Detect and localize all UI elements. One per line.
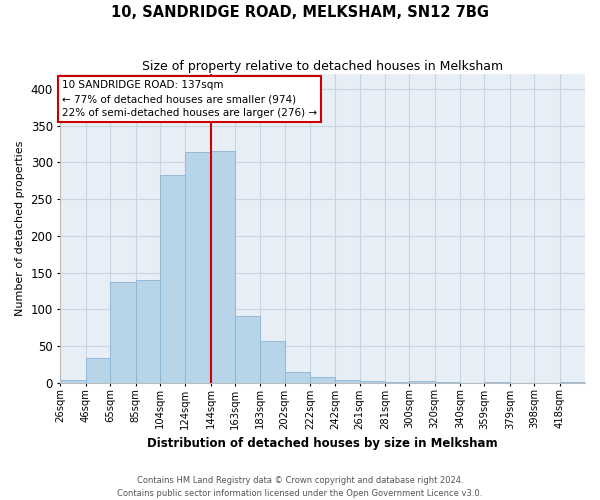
Bar [61, 380, 86, 382]
Text: 10, SANDRIDGE ROAD, MELKSHAM, SN12 7BG: 10, SANDRIDGE ROAD, MELKSHAM, SN12 7BG [111, 5, 489, 20]
Y-axis label: Number of detached properties: Number of detached properties [15, 141, 25, 316]
Bar [211, 152, 235, 382]
Bar [185, 152, 211, 382]
Bar [235, 316, 260, 382]
Bar [335, 380, 359, 382]
X-axis label: Distribution of detached houses by size in Melksham: Distribution of detached houses by size … [148, 437, 498, 450]
Bar [160, 175, 185, 382]
Bar [86, 358, 110, 382]
Text: 10 SANDRIDGE ROAD: 137sqm
← 77% of detached houses are smaller (974)
22% of semi: 10 SANDRIDGE ROAD: 137sqm ← 77% of detac… [62, 80, 317, 118]
Text: Contains HM Land Registry data © Crown copyright and database right 2024.
Contai: Contains HM Land Registry data © Crown c… [118, 476, 482, 498]
Bar [409, 380, 435, 382]
Bar [136, 280, 160, 382]
Bar [260, 341, 284, 382]
Title: Size of property relative to detached houses in Melksham: Size of property relative to detached ho… [142, 60, 503, 73]
Bar [310, 377, 335, 382]
Bar [284, 372, 310, 382]
Bar [110, 282, 136, 382]
